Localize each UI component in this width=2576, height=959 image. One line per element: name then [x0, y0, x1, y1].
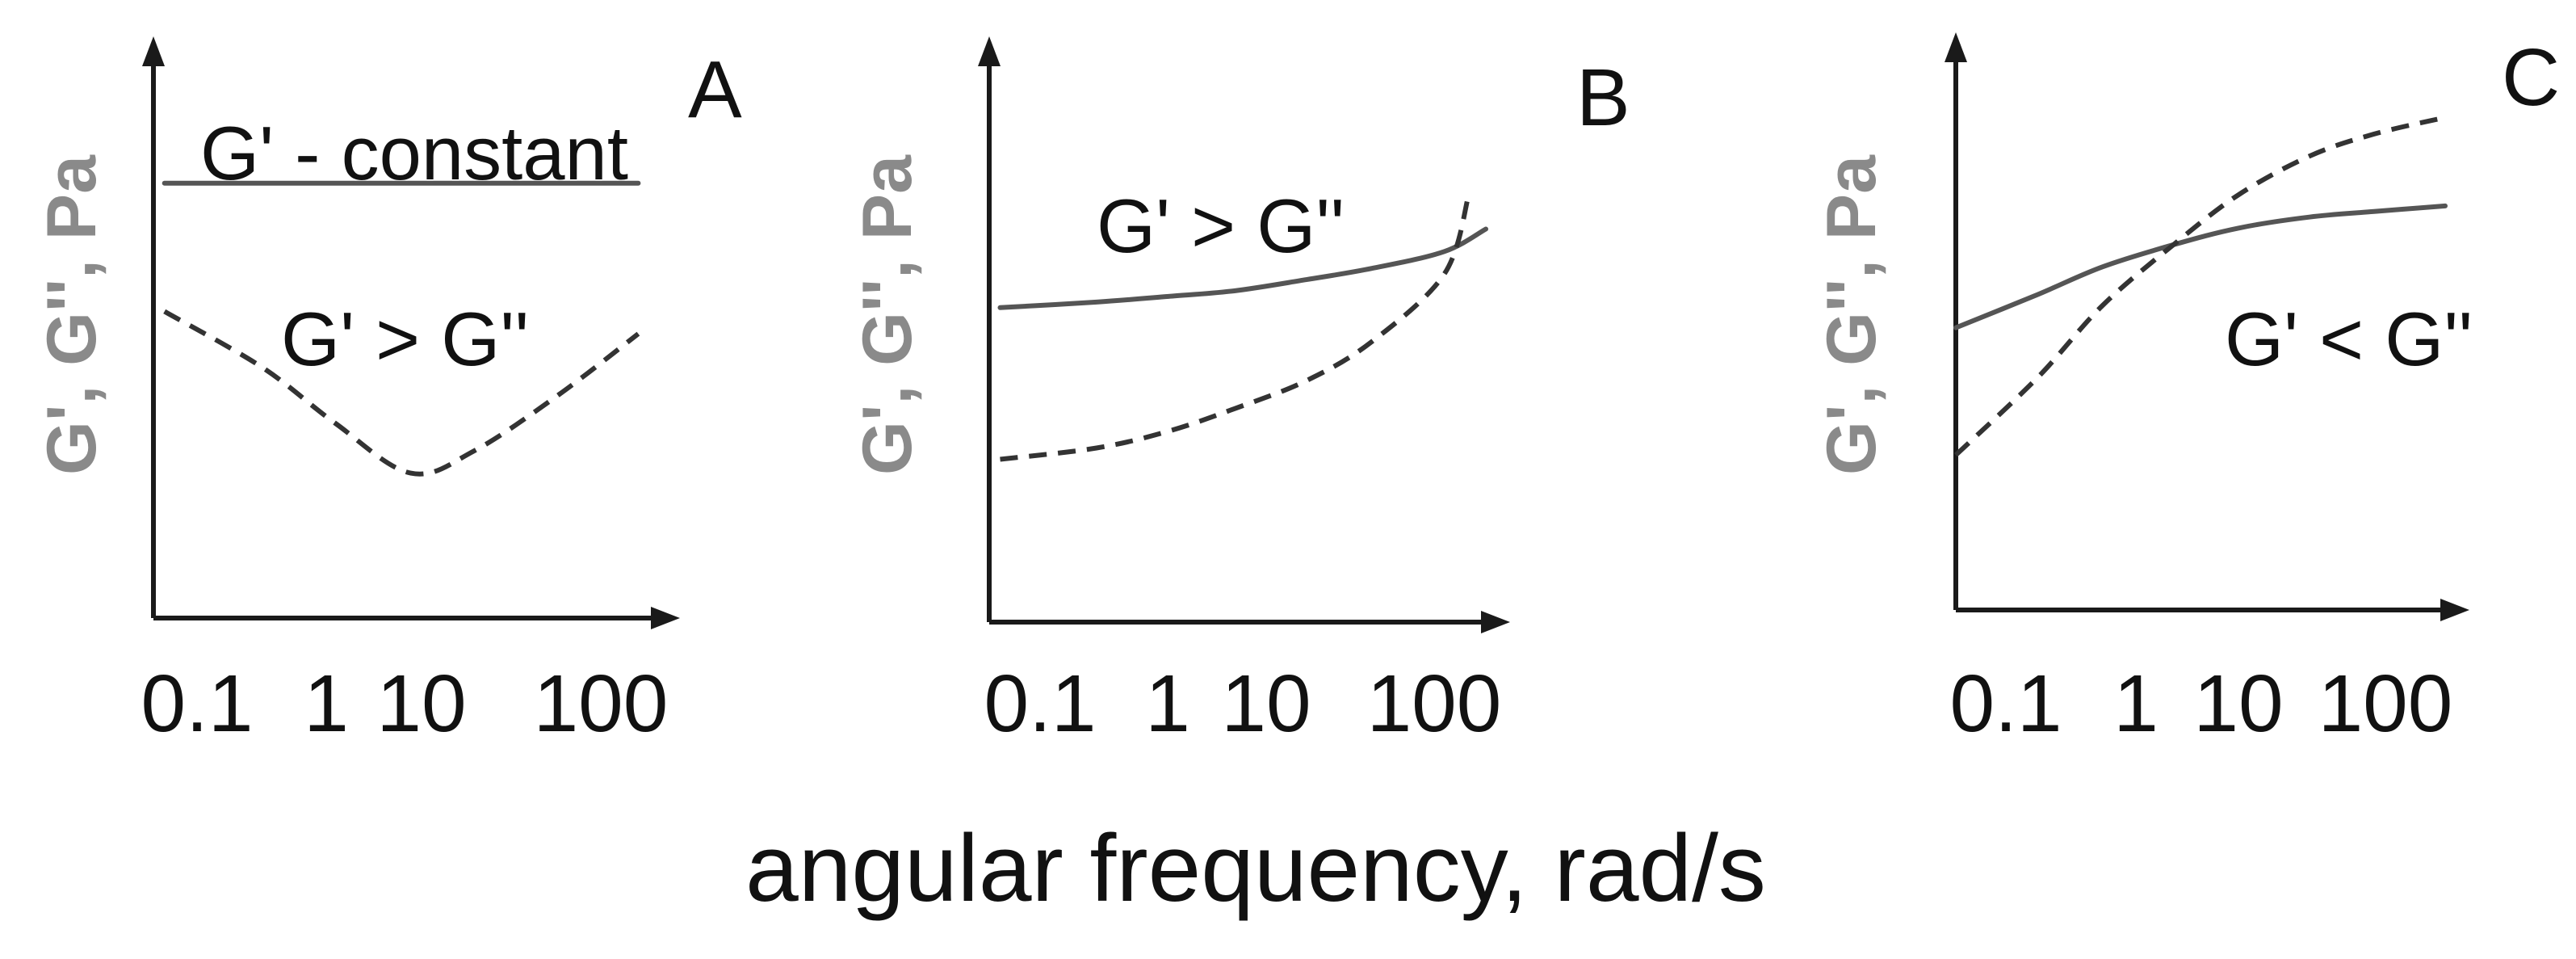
- panel-b-xticks: 0.1 1 10 100: [984, 658, 1501, 749]
- panel-a-loss-modulus-curve: [163, 309, 640, 477]
- panel-b-xtick-1: 1: [1145, 658, 1190, 749]
- panel-b-axes: [978, 36, 1510, 633]
- panel-b-storage-modulus-curve: [997, 226, 1488, 310]
- panel-b-xtick-2: 10: [1221, 658, 1311, 749]
- panel-c: G', G'', Pa C G' < G'' 0.1 1 10 100: [1813, 32, 2560, 749]
- panel-a-ylabel: G', G'', Pa: [33, 154, 111, 475]
- panel-a-xtick-3: 100: [534, 658, 669, 749]
- panel-b-loss-modulus-curve: [1000, 194, 1471, 462]
- panel-a-xtick-1: 1: [304, 658, 349, 749]
- panel-b: G', G'', Pa B G' > G'' 0.1 1 10 100: [849, 36, 1630, 749]
- panel-b-plot: [997, 194, 1488, 462]
- panel-b-letter: B: [1576, 53, 1630, 143]
- panel-c-letter: C: [2502, 32, 2560, 123]
- panel-c-loss-modulus-curve: [1953, 115, 2446, 457]
- panel-b-xtick-0: 0.1: [984, 658, 1096, 749]
- panel-c-xtick-2: 10: [2193, 658, 2283, 749]
- panel-a-xticks: 0.1 1 10 100: [141, 658, 668, 749]
- panel-b-annotation-relation: G' > G'': [1097, 183, 1345, 268]
- panel-c-plot: [1953, 115, 2448, 457]
- panel-a-axes: [142, 36, 680, 629]
- panel-c-ylabel: G', G'', Pa: [1813, 154, 1890, 475]
- panel-c-xtick-0: 0.1: [1949, 658, 2062, 749]
- panel-a-letter: A: [688, 44, 742, 135]
- panel-c-xtick-1: 1: [2113, 658, 2159, 749]
- x-axis-label: angular frequency, rad/s: [745, 815, 1766, 922]
- panel-b-ylabel: G', G'', Pa: [849, 154, 926, 475]
- panel-a: G', G'', Pa A G' - constant G' > G'' 0.1…: [33, 36, 742, 749]
- panel-c-axes: [1945, 32, 2469, 621]
- panel-a-xtick-0: 0.1: [141, 658, 253, 749]
- panel-c-xticks: 0.1 1 10 100: [1949, 658, 2452, 749]
- panel-c-storage-modulus-curve: [1953, 203, 2448, 330]
- panel-c-annotation-relation: G' < G'': [2225, 297, 2473, 381]
- panel-b-xtick-3: 100: [1367, 658, 1502, 749]
- panel-a-plot: [162, 180, 641, 477]
- panel-c-xtick-3: 100: [2318, 658, 2453, 749]
- panel-a-xtick-2: 10: [376, 658, 466, 749]
- panel-a-annotation-relation: G' > G'': [281, 297, 529, 381]
